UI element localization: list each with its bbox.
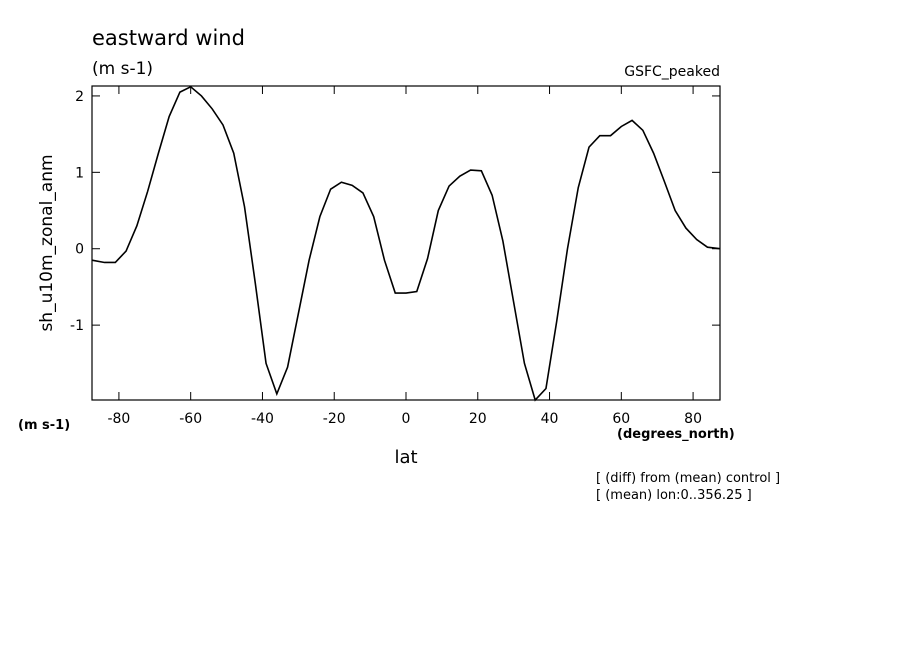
subtitle: (m s-1) [92,59,153,79]
note: [ (mean) lon:0..356.25 ] [596,488,752,503]
x-units: (degrees_north) [617,427,735,442]
data-line [91,85,721,402]
chart-title: eastward wind [92,26,245,50]
y-axis-label: sh_u10m_zonal_anm [37,154,57,331]
y-units: (m s-1) [18,418,70,433]
x-tick-label: 0 [402,411,411,427]
x-tick-label: 80 [684,411,702,427]
x-tick-label: 20 [469,411,487,427]
y-tick-label: 1 [75,165,84,181]
x-tick-label: 60 [612,411,630,427]
source-label: GSFC_peaked [624,64,720,80]
y-tick-label: 0 [75,242,84,258]
x-axis-label: lat [394,447,417,468]
x-tick-label: -40 [251,411,274,427]
y-tick-label: -1 [70,318,84,334]
x-tick-label: -20 [323,411,346,427]
note: [ (diff) from (mean) control ] [596,471,780,486]
x-tick-label: 40 [541,411,559,427]
x-tick-label: -80 [107,411,130,427]
x-tick-label: -60 [179,411,202,427]
y-tick-label: 2 [75,89,84,105]
